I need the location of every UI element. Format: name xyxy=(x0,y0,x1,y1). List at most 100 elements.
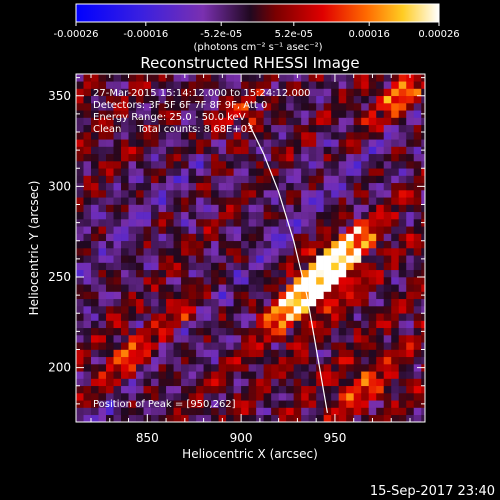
heatmap-cell xyxy=(121,248,129,256)
heatmap-cell xyxy=(173,364,182,372)
heatmap-cell xyxy=(91,255,99,263)
heatmap-cell xyxy=(98,356,107,365)
heatmap-cell xyxy=(128,393,137,401)
heatmap-cell xyxy=(271,197,279,205)
heatmap-cell xyxy=(338,161,347,169)
heatmap-cell xyxy=(226,95,234,104)
heatmap-cell xyxy=(196,342,204,350)
heatmap-cell xyxy=(421,284,425,292)
heatmap-cell xyxy=(143,378,152,387)
heatmap-cell xyxy=(233,124,242,133)
heatmap-cell xyxy=(128,342,137,350)
heatmap-cell xyxy=(136,95,144,104)
heatmap-cell xyxy=(368,378,377,387)
heatmap-cell xyxy=(218,378,227,387)
heatmap-cell xyxy=(226,407,234,416)
heatmap-cell xyxy=(391,400,400,408)
heatmap-cell xyxy=(173,110,182,118)
heatmap-cell xyxy=(91,153,99,162)
heatmap-cell xyxy=(338,313,347,321)
heatmap-cell xyxy=(413,103,422,111)
heatmap-cell xyxy=(226,197,234,205)
heatmap-cell xyxy=(121,277,129,285)
heatmap-cell xyxy=(286,139,294,147)
heatmap-cell xyxy=(383,248,392,256)
heatmap-cell xyxy=(286,393,294,401)
heatmap-cell xyxy=(121,88,129,97)
heatmap-cell xyxy=(136,349,144,358)
heatmap-cell xyxy=(233,262,242,271)
heatmap-cell xyxy=(391,313,400,321)
heatmap-cell xyxy=(256,233,264,242)
heatmap-cell xyxy=(218,342,227,350)
heatmap-cell xyxy=(113,356,122,365)
heatmap-cell xyxy=(211,414,219,422)
heatmap-cell xyxy=(301,197,309,205)
heatmap-cell xyxy=(278,414,287,422)
heatmap-cell xyxy=(226,284,234,292)
heatmap-cell xyxy=(361,349,370,358)
heatmap-cell xyxy=(203,400,212,408)
heatmap-cell xyxy=(383,335,392,343)
heatmap-cell xyxy=(406,124,415,133)
heatmap-cell xyxy=(398,262,407,271)
heatmap-cell xyxy=(331,233,339,242)
heatmap-cell xyxy=(323,306,332,314)
heatmap-cell xyxy=(353,153,362,162)
heatmap-cell xyxy=(241,320,249,329)
heatmap-cell xyxy=(323,356,332,365)
heatmap-cell xyxy=(76,298,84,307)
heatmap-cell xyxy=(316,197,324,205)
heatmap-cell xyxy=(338,306,347,314)
heatmap-cell xyxy=(203,269,212,278)
heatmap-cell xyxy=(106,284,114,292)
heatmap-cell xyxy=(331,313,339,321)
heatmap-cell xyxy=(346,161,354,169)
heatmap-cell xyxy=(226,204,234,213)
heatmap-cell xyxy=(248,233,257,242)
heatmap-cell xyxy=(421,349,425,358)
heatmap-cell xyxy=(323,226,332,234)
heatmap-cell xyxy=(361,313,370,321)
x-axis: 850 900 950 xyxy=(90,74,411,445)
heatmap-cell xyxy=(203,298,212,307)
heatmap-cell xyxy=(218,197,227,205)
heatmap-cell xyxy=(293,364,302,372)
heatmap-cell xyxy=(413,306,422,314)
heatmap-cell xyxy=(121,298,129,307)
heatmap-cell xyxy=(286,117,294,126)
heatmap-cell xyxy=(293,313,302,321)
heatmap-cell xyxy=(143,153,152,162)
heatmap-cell xyxy=(383,74,392,82)
heatmap-cell xyxy=(98,110,107,118)
heatmap-cell xyxy=(151,306,159,314)
heatmap-cell xyxy=(203,117,212,126)
heatmap-cell xyxy=(233,190,242,198)
heatmap-cell xyxy=(128,110,137,118)
heatmap-cell xyxy=(188,320,197,329)
heatmap-cell xyxy=(203,313,212,321)
heatmap-cell xyxy=(286,342,294,350)
heatmap-cell xyxy=(158,103,167,111)
heatmap-cell xyxy=(211,197,219,205)
heatmap-cell xyxy=(241,204,249,213)
heatmap-cell xyxy=(308,139,317,147)
heatmap-cell xyxy=(151,95,159,104)
heatmap-cell xyxy=(91,233,99,242)
heatmap-cell xyxy=(218,95,227,104)
heatmap-cell xyxy=(331,262,339,271)
heatmap-cell xyxy=(346,291,354,300)
heatmap-cell xyxy=(188,182,197,191)
heatmap-cell xyxy=(173,320,182,329)
heatmap-cell xyxy=(113,327,122,336)
heatmap-cell xyxy=(316,356,324,365)
heatmap-cell xyxy=(316,342,324,350)
heatmap-cell xyxy=(203,262,212,271)
heatmap-cell xyxy=(136,190,144,198)
heatmap-cell xyxy=(121,110,129,118)
heatmap-cell xyxy=(188,269,197,278)
heatmap-cell xyxy=(346,175,354,184)
heatmap-cell xyxy=(256,248,264,256)
heatmap-cell xyxy=(136,248,144,256)
